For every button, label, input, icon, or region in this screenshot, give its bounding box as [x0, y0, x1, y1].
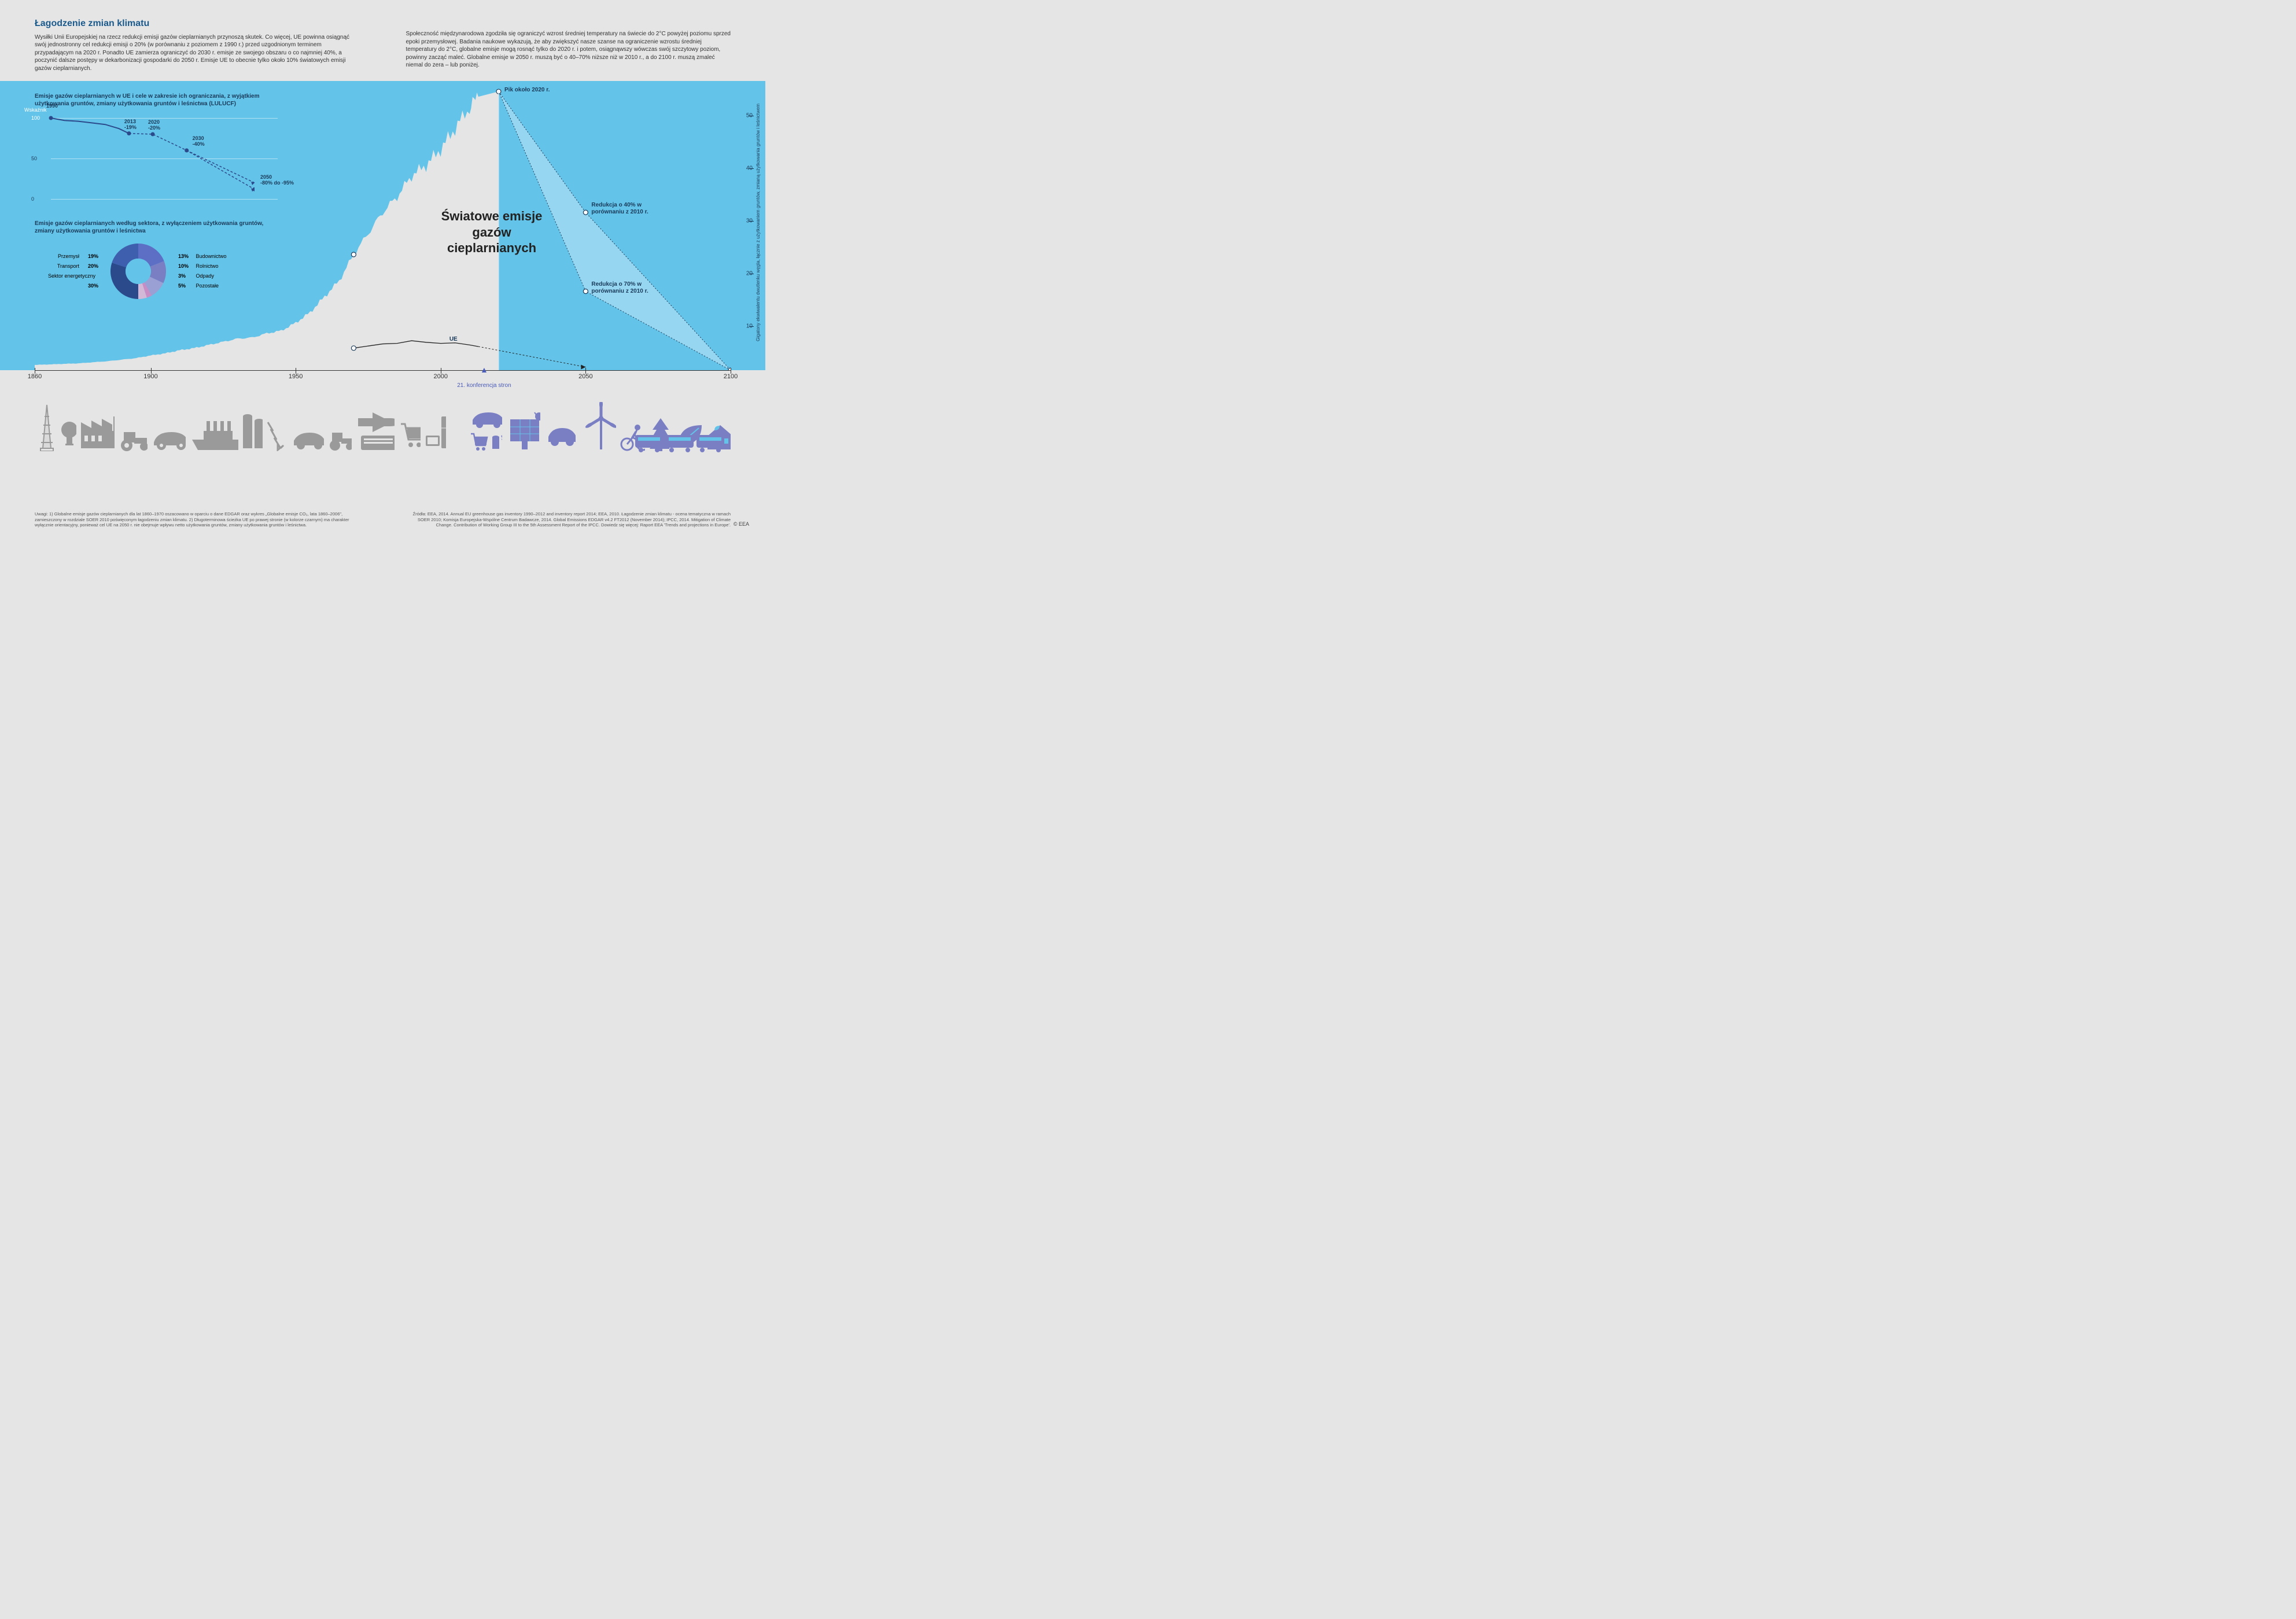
intro-right: Społeczność międzynarodowa zgodziła się … [406, 30, 731, 69]
donut-segment-label: 10% Rolnictwo [178, 261, 253, 271]
tractor-icon [118, 425, 148, 451]
x-tick: 2100 [724, 373, 738, 380]
x-tick: 2050 [578, 373, 592, 380]
donut-title: Emisje gazów cieplarnianych według sekto… [35, 220, 278, 235]
x-tick: 1900 [143, 373, 157, 380]
lightbulb-icon [59, 419, 77, 451]
footer-sources: Źródła: EEA, 2014. Annual EU greenhouse … [412, 511, 731, 528]
copyright: © EEA [734, 521, 749, 527]
cart-icon [398, 419, 420, 451]
right-y-axis-label: Gigatony ekwiwalentu dwutlenku węgla, łą… [755, 98, 761, 347]
donut-segment-label: Przemysł 19% [35, 252, 98, 261]
donut-segment-label: Transport 20% [35, 261, 98, 271]
donut-segment-label: 13% Budownictwo [178, 252, 253, 261]
eu-line-label: UE [449, 336, 458, 343]
buildings-icon [242, 411, 263, 451]
eu-targets-chart: Emisje gazów cieplarnianych w UE i cele … [35, 93, 278, 205]
donut-segment-label: Sektor energetyczny 30% [35, 271, 98, 291]
donut-svg [106, 239, 170, 303]
era-icons-row [35, 393, 731, 451]
footer-notes: Uwagi: 1) Globalne emisje gazów cieplarn… [35, 511, 354, 528]
target-point-label: 1990 [46, 103, 58, 109]
donut-segment-label: 5% Pozostałe [178, 281, 253, 291]
tv-fridge-icon [424, 414, 446, 451]
train-icon [632, 432, 731, 453]
electric-car-icon [544, 422, 576, 451]
header: Łagodzenie zmian klimatu Wysiłki Unii Eu… [35, 17, 731, 72]
plane-icon [355, 410, 395, 451]
x-tick: 1950 [289, 373, 303, 380]
scenario-40-label: Redukcja o 40% wporównaniu z 2010 r. [591, 202, 648, 216]
vintage-car-icon [151, 425, 186, 451]
target-point-label: 2020-20% [148, 119, 160, 131]
x-tick: 1860 [28, 373, 42, 380]
factory-icon [80, 414, 115, 451]
footer: Uwagi: 1) Globalne emisje gazów cieplarn… [35, 511, 731, 528]
eu-targets-title: Emisje gazów cieplarnianych w UE i cele … [35, 93, 278, 108]
car-icon [289, 428, 324, 451]
ship-icon [189, 416, 238, 451]
scenario-70-label: Redukcja o 70% wporównaniu z 2010 r. [591, 281, 648, 295]
tractor2-icon [327, 427, 352, 451]
wind-turbine-icon [579, 402, 616, 451]
target-point-label: 2050-80% do -95% [260, 174, 294, 186]
oil-derrick-icon [35, 402, 56, 451]
donut-segment-label: 3% Odpady [178, 271, 253, 281]
sector-donut-chart: Emisje gazów cieplarnianych według sekto… [35, 220, 278, 303]
x-tick: 2000 [434, 373, 448, 380]
main-chart-label: Światowe emisje gazów cieplarnianych [428, 208, 555, 256]
target-point-label: 2013-19% [124, 119, 137, 130]
car-cart-future-icon [468, 410, 503, 451]
peak-label: Pik około 2020 r. [504, 87, 550, 94]
intro-left: Wysiłki Unii Europejskiej na rzecz reduk… [35, 34, 360, 73]
sub-y-tick: 0 [31, 196, 34, 202]
x-axis: 186019001950200020502100▲21. konferencja… [35, 370, 731, 371]
target-point-label: 2030-40% [193, 135, 205, 147]
decline-arrow-icon [266, 416, 286, 451]
solar-panel-icon [506, 411, 540, 451]
conference-label: 21. konferencja stron [457, 382, 511, 389]
conference-marker-icon: ▲ [480, 365, 488, 374]
page-title: Łagodzenie zmian klimatu [35, 17, 360, 30]
